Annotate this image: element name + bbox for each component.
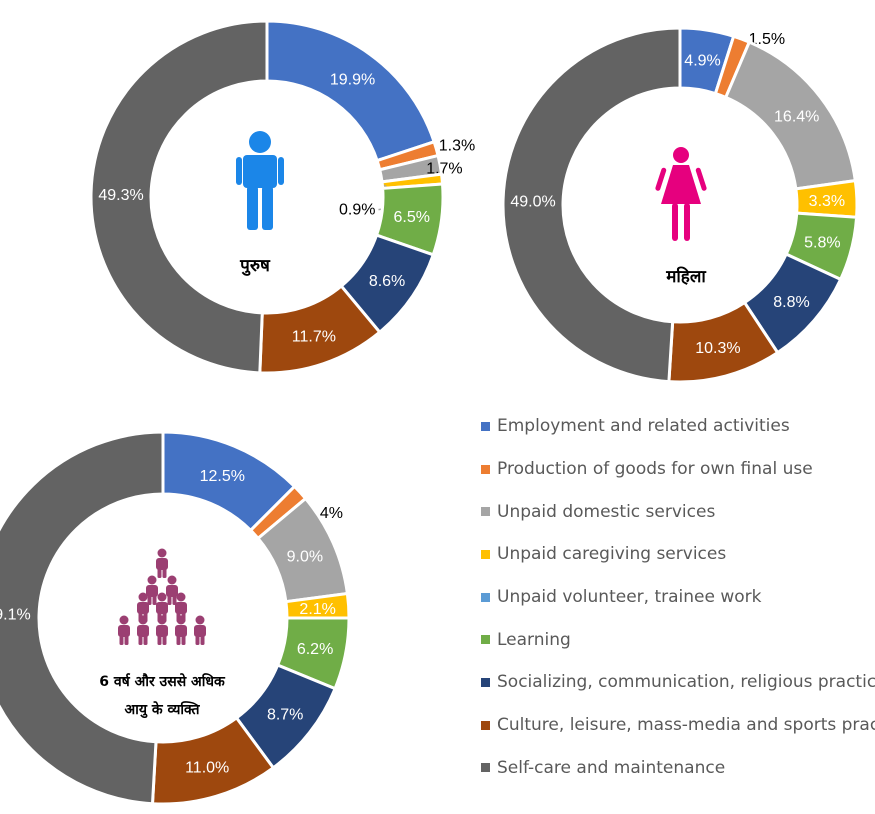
person-icon	[146, 575, 158, 605]
person-icon	[166, 575, 178, 605]
donut-chart-all-persons: 12.5%1.4%9.0%2.1%6.2%8.7%11.0%49.1%	[0, 430, 351, 806]
legend-swatch	[481, 635, 490, 645]
legend-swatch	[481, 592, 490, 602]
legend-label: Unpaid volunteer, trainee work	[497, 587, 762, 608]
slice-label: 16.4%	[774, 109, 819, 126]
slice-label: 19.9%	[330, 72, 375, 89]
slice-label: 4.9%	[684, 53, 720, 70]
person-icon	[118, 615, 130, 645]
slice-label: 1.5%	[749, 31, 785, 48]
legend-label: Employment and related activities	[497, 416, 790, 437]
slice-label: 2.1%	[299, 601, 335, 618]
legend-item: Unpaid domestic services	[481, 490, 875, 533]
legend-label: Socializing, communication, religious pr…	[497, 672, 875, 693]
slice-label: 9.0%	[287, 549, 323, 566]
person-icon	[137, 615, 149, 645]
legend: Employment and related activities Produc…	[481, 405, 875, 789]
slice-label: 6.2%	[297, 641, 333, 658]
legend-swatch	[481, 507, 490, 517]
legend-swatch	[481, 464, 490, 474]
person-icon	[156, 548, 168, 578]
donut-chart-female: 4.9% 1.5% 16.4% 3.3% 5.8% 8.8% 10.3% 49.0%	[501, 26, 859, 384]
slice-label: 8.6%	[369, 273, 405, 290]
legend-item: Socializing, communication, religious pr…	[481, 661, 875, 704]
legend-label: Culture, leisure, mass-media and sports …	[497, 715, 875, 736]
donut-slice	[501, 26, 682, 384]
slice-label: 8.8%	[773, 294, 809, 311]
slice-label: 8.7%	[267, 706, 303, 723]
legend-item: Production of goods for own final use	[481, 448, 875, 491]
man-icon	[236, 131, 284, 230]
legend-label: Production of goods for own final use	[497, 459, 813, 480]
chart-title-male: पुरुष	[239, 256, 271, 276]
legend-label: Self-care and maintenance	[497, 757, 726, 778]
legend-item: Learning	[481, 618, 875, 661]
slice-label: 11.7%	[292, 328, 336, 345]
legend-swatch	[481, 763, 490, 773]
legend-swatch	[481, 720, 490, 730]
person-icon	[156, 615, 168, 645]
legend-item: Culture, leisure, mass-media and sports …	[481, 704, 875, 747]
slice-label: 6.5%	[394, 209, 430, 226]
legend-label: Unpaid domestic services	[497, 501, 716, 522]
slice-label: 1.7%	[426, 160, 462, 177]
chart-title-female: महिला	[665, 266, 706, 287]
slice-label: 49.0%	[510, 193, 555, 210]
slice-label: 11.0%	[185, 760, 229, 777]
person-icon	[156, 592, 168, 622]
person-icon	[175, 615, 187, 645]
legend-item: Employment and related activities	[481, 405, 875, 448]
legend-label: Learning	[497, 629, 571, 650]
person-icon	[194, 615, 206, 645]
legend-swatch	[481, 549, 490, 559]
slice-label: 12.5%	[200, 468, 245, 485]
slice-label: 3.3%	[809, 193, 845, 210]
legend-swatch	[481, 421, 490, 431]
slice-label: 0.9%	[339, 202, 375, 219]
people-group-icon	[118, 548, 206, 645]
slice-label: 1.3%	[439, 138, 475, 155]
slice-label: 5.8%	[804, 235, 840, 252]
donut-slice	[265, 19, 437, 163]
woman-icon	[655, 147, 707, 241]
slice-label: 49.1%	[0, 607, 31, 624]
slice-label: 49.3%	[98, 187, 143, 204]
legend-item: Unpaid caregiving services	[481, 533, 875, 576]
chart-title-all-persons-line-1: 6 वर्ष और उससे अधिक	[99, 673, 226, 690]
legend-swatch	[481, 677, 490, 687]
donut-slice	[0, 430, 165, 806]
legend-label: Unpaid caregiving services	[497, 544, 727, 565]
legend-item: Self-care and maintenance	[481, 747, 875, 790]
donut-slice	[89, 19, 269, 375]
slice-label: 10.3%	[695, 340, 740, 357]
legend-item: Unpaid volunteer, trainee work	[481, 576, 875, 619]
chart-title-all-persons-line-2: आयु के व्यक्ति	[125, 701, 201, 719]
donut-chart-male: 19.9% 1.3% 1.7% 0.9% 6.5% 8.6% 11.7% 49.3%	[89, 19, 475, 375]
